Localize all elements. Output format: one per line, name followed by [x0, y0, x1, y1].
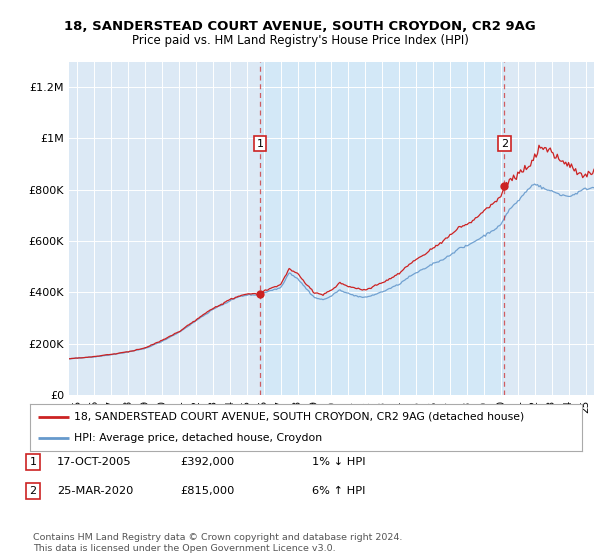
Text: 1% ↓ HPI: 1% ↓ HPI — [312, 457, 365, 467]
Text: HPI: Average price, detached house, Croydon: HPI: Average price, detached house, Croy… — [74, 433, 322, 444]
Bar — [260, 62, 505, 395]
Text: £815,000: £815,000 — [180, 486, 235, 496]
Text: 17-OCT-2005: 17-OCT-2005 — [57, 457, 131, 467]
Text: Price paid vs. HM Land Registry's House Price Index (HPI): Price paid vs. HM Land Registry's House … — [131, 34, 469, 46]
Text: 1: 1 — [29, 457, 37, 467]
Text: 18, SANDERSTEAD COURT AVENUE, SOUTH CROYDON, CR2 9AG: 18, SANDERSTEAD COURT AVENUE, SOUTH CROY… — [64, 20, 536, 32]
Text: 25-MAR-2020: 25-MAR-2020 — [57, 486, 133, 496]
Text: 1: 1 — [257, 139, 264, 148]
Text: 2: 2 — [29, 486, 37, 496]
Text: 2: 2 — [501, 139, 508, 148]
Text: 6% ↑ HPI: 6% ↑ HPI — [312, 486, 365, 496]
Text: 18, SANDERSTEAD COURT AVENUE, SOUTH CROYDON, CR2 9AG (detached house): 18, SANDERSTEAD COURT AVENUE, SOUTH CROY… — [74, 412, 524, 422]
Text: £392,000: £392,000 — [180, 457, 234, 467]
Text: Contains HM Land Registry data © Crown copyright and database right 2024.
This d: Contains HM Land Registry data © Crown c… — [33, 533, 403, 553]
